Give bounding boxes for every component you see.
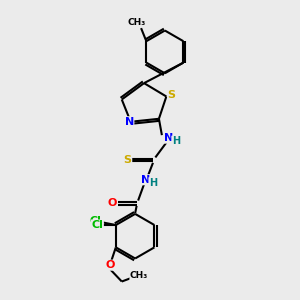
Text: Cl: Cl — [92, 220, 103, 230]
Text: O: O — [108, 199, 117, 208]
Text: CH₃: CH₃ — [130, 271, 148, 280]
Text: O: O — [106, 260, 115, 270]
Text: Cl: Cl — [90, 217, 102, 226]
Text: N: N — [141, 175, 150, 185]
Text: H: H — [149, 178, 157, 188]
Text: S: S — [168, 90, 176, 100]
Text: N: N — [164, 133, 173, 143]
Text: N: N — [124, 117, 134, 127]
Text: S: S — [124, 155, 132, 165]
Text: H: H — [172, 136, 180, 146]
Text: CH₃: CH₃ — [128, 18, 146, 27]
